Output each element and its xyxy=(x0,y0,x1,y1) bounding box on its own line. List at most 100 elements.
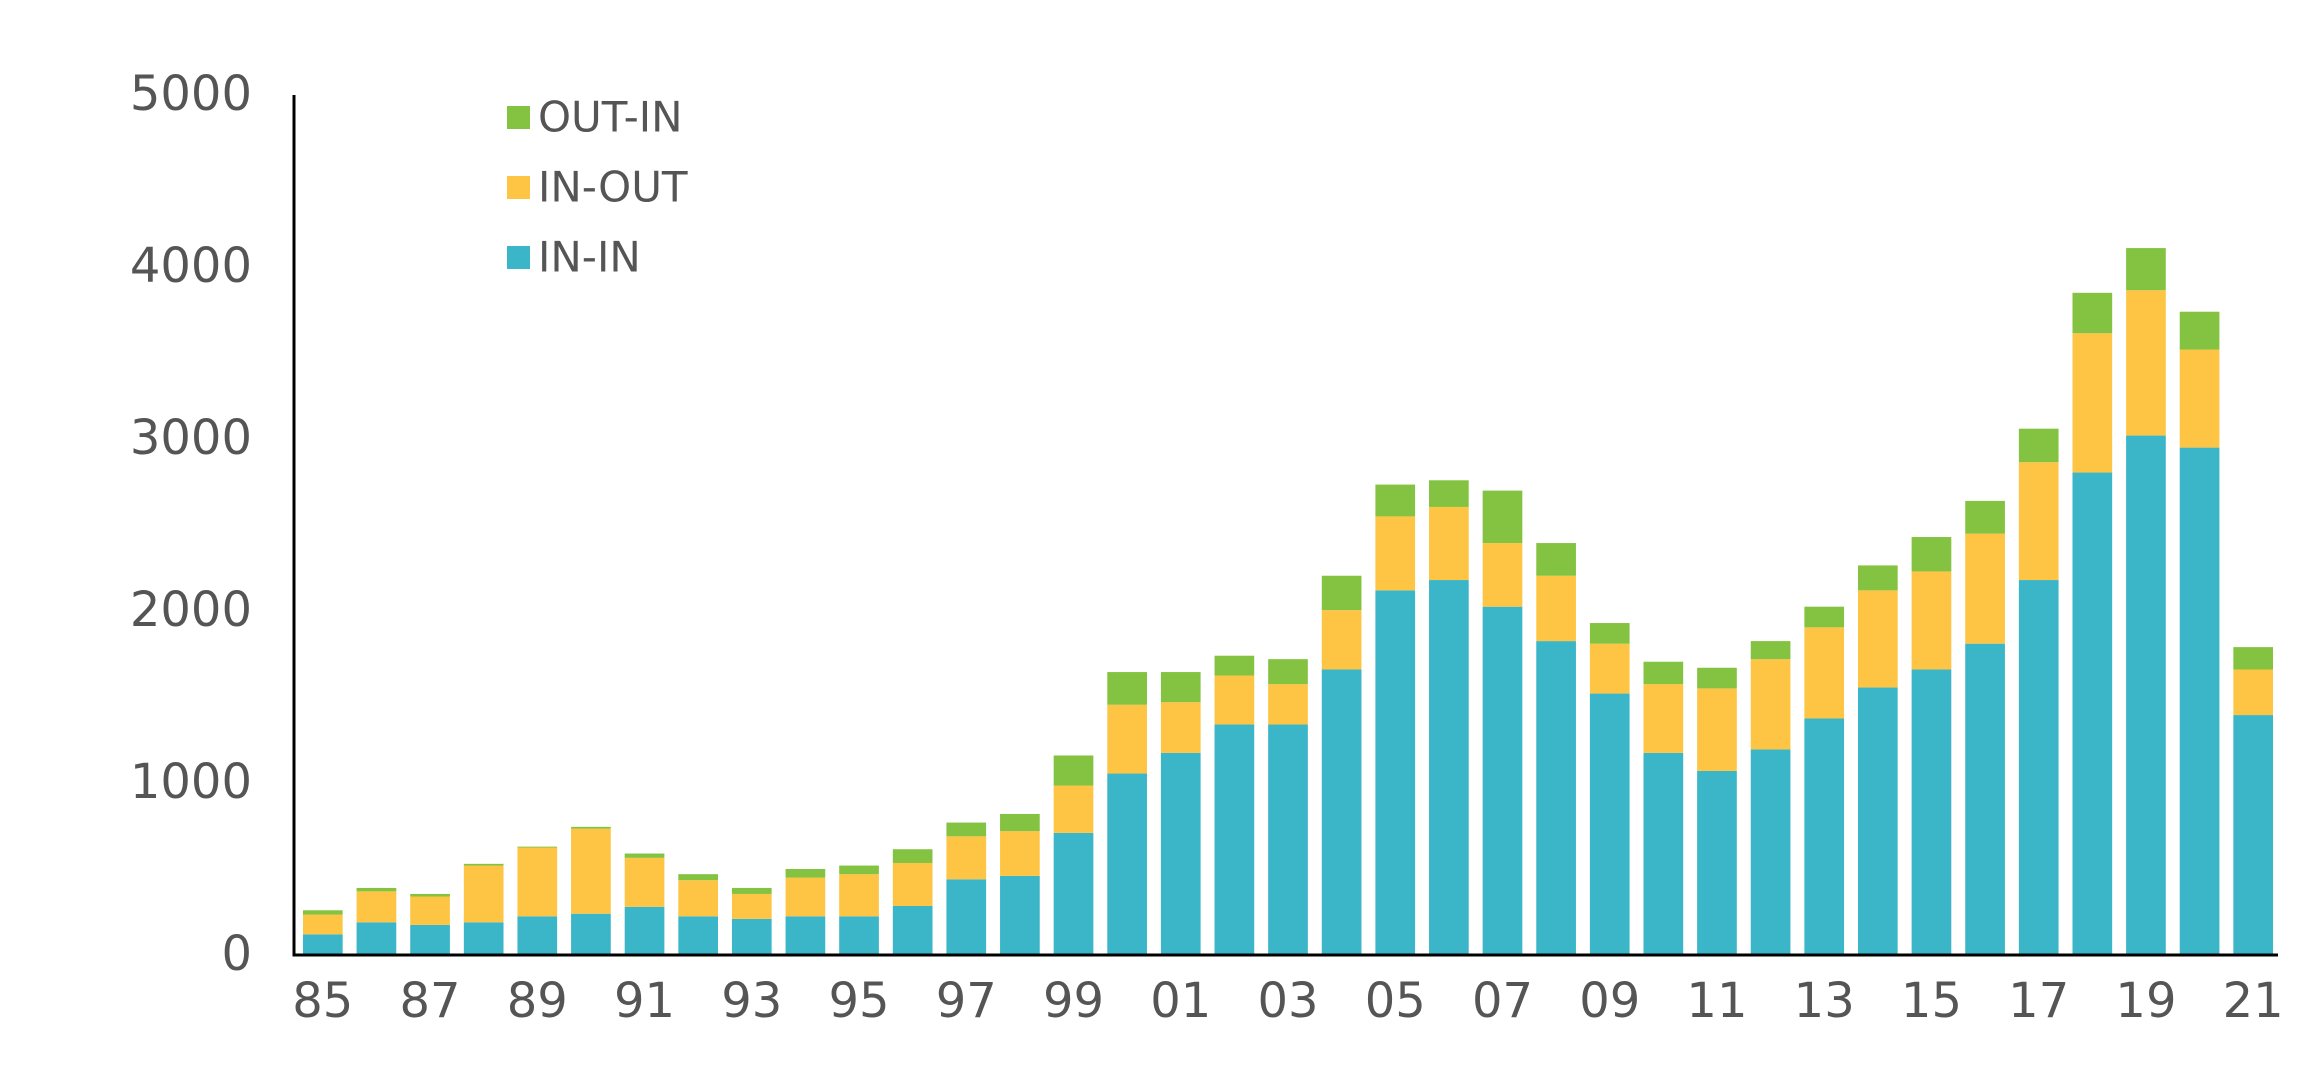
bar-in-out-06 xyxy=(1429,506,1469,581)
x-tick-label-13: 13 xyxy=(1794,973,1855,1029)
bar-in-out-97 xyxy=(946,836,987,880)
x-tick-label-03: 03 xyxy=(1257,973,1318,1029)
bar-in-out-89 xyxy=(517,847,558,917)
bar-in-in-91 xyxy=(624,906,665,955)
bar-in-out-00 xyxy=(1107,704,1147,774)
y-tick-label-1000: 1000 xyxy=(130,754,252,810)
bar-in-in-04 xyxy=(1321,669,1362,955)
bar-in-in-97 xyxy=(946,879,987,955)
bar-out-in-96 xyxy=(892,849,933,863)
bar-in-out-88 xyxy=(463,865,504,923)
bar-in-out-17 xyxy=(2018,462,2059,581)
x-tick-label-97: 97 xyxy=(936,973,997,1029)
bar-in-in-00 xyxy=(1107,773,1147,955)
bar-in-out-94 xyxy=(785,877,826,917)
bar-in-out-86 xyxy=(356,891,397,923)
bar-out-in-01 xyxy=(1160,672,1201,703)
bar-in-in-21 xyxy=(2233,715,2274,955)
bar-out-in-88 xyxy=(463,863,504,866)
bar-out-in-18 xyxy=(2072,292,2113,334)
x-tick-label-15: 15 xyxy=(1901,973,1962,1029)
x-tick-label-85: 85 xyxy=(292,973,353,1029)
bar-in-out-12 xyxy=(1750,659,1791,750)
bar-in-in-06 xyxy=(1429,580,1469,955)
bar-in-in-07 xyxy=(1482,606,1523,955)
bar-out-in-09 xyxy=(1589,623,1630,644)
x-tick-label-21: 21 xyxy=(2223,973,2284,1029)
bar-out-in-06 xyxy=(1429,480,1469,507)
bar-in-in-08 xyxy=(1536,641,1576,955)
y-tick-label-4000: 4000 xyxy=(130,238,252,294)
bar-in-in-95 xyxy=(839,916,879,955)
bar-in-in-13 xyxy=(1804,718,1845,955)
bar-out-in-05 xyxy=(1375,484,1416,517)
bar-in-out-16 xyxy=(1965,533,2005,644)
bar-out-in-85 xyxy=(302,910,343,915)
x-tick-label-95: 95 xyxy=(828,973,889,1029)
bar-in-out-04 xyxy=(1321,610,1362,670)
bar-in-out-93 xyxy=(731,893,772,919)
bar-in-out-08 xyxy=(1536,575,1576,642)
bar-in-out-21 xyxy=(2233,669,2274,716)
bar-out-in-13 xyxy=(1804,606,1845,628)
bar-out-in-07 xyxy=(1482,490,1523,544)
bar-out-in-08 xyxy=(1536,543,1576,576)
bar-in-in-18 xyxy=(2072,472,2113,955)
bar-in-out-11 xyxy=(1697,688,1737,771)
bar-in-out-95 xyxy=(839,874,879,917)
x-tick-label-01: 01 xyxy=(1150,973,1211,1029)
y-tick-label-5000: 5000 xyxy=(130,66,252,122)
y-tick-label-3000: 3000 xyxy=(130,410,252,466)
legend: OUT-IN IN-OUT IN-IN xyxy=(507,93,688,282)
bar-out-in-99 xyxy=(1053,755,1094,786)
bar-out-in-95 xyxy=(839,865,879,875)
bar-in-out-91 xyxy=(624,857,665,907)
y-tick-label-2000: 2000 xyxy=(130,582,252,638)
bar-out-in-93 xyxy=(731,887,772,894)
x-tick-label-11: 11 xyxy=(1686,973,1747,1029)
bar-in-in-16 xyxy=(1965,643,2005,955)
bar-in-in-92 xyxy=(678,916,719,955)
bar-in-out-90 xyxy=(571,828,611,914)
bar-in-out-14 xyxy=(1857,590,1898,688)
bar-out-in-89 xyxy=(517,846,558,848)
bar-in-in-88 xyxy=(463,922,504,955)
x-tick-label-05: 05 xyxy=(1365,973,1426,1029)
bar-in-in-85 xyxy=(302,934,343,955)
x-tick-label-99: 99 xyxy=(1043,973,1104,1029)
x-tick-label-07: 07 xyxy=(1472,973,1533,1029)
x-tick-label-89: 89 xyxy=(507,973,568,1029)
legend-swatch-in-out xyxy=(507,176,530,199)
bar-out-in-03 xyxy=(1268,659,1308,685)
x-tick-label-09: 09 xyxy=(1579,973,1640,1029)
bar-in-in-01 xyxy=(1160,752,1201,955)
bar-in-in-90 xyxy=(571,913,611,955)
legend-label-out-in: OUT-IN xyxy=(538,93,683,142)
bar-in-out-10 xyxy=(1643,684,1684,753)
bar-in-in-10 xyxy=(1643,752,1684,955)
bar-in-in-03 xyxy=(1268,724,1308,955)
bar-in-out-87 xyxy=(410,896,450,925)
bar-in-in-98 xyxy=(1000,875,1040,955)
bar-in-in-05 xyxy=(1375,590,1416,955)
bar-in-out-20 xyxy=(2179,349,2220,448)
bar-out-in-04 xyxy=(1321,575,1362,611)
bar-out-in-91 xyxy=(624,853,665,858)
bar-in-out-02 xyxy=(1214,675,1255,725)
bar-in-in-99 xyxy=(1053,832,1094,955)
bar-out-in-94 xyxy=(785,869,826,878)
legend-label-in-in: IN-IN xyxy=(538,233,641,282)
bar-in-out-01 xyxy=(1160,702,1201,753)
x-tick-label-93: 93 xyxy=(721,973,782,1029)
bar-in-in-11 xyxy=(1697,770,1737,955)
bar-out-in-15 xyxy=(1911,537,1952,572)
bar-in-out-15 xyxy=(1911,571,1952,670)
bar-in-in-14 xyxy=(1857,687,1898,955)
x-tick-label-19: 19 xyxy=(2115,973,2176,1029)
bar-in-out-99 xyxy=(1053,785,1094,833)
legend-label-in-out: IN-OUT xyxy=(538,163,688,212)
legend-swatch-in-in xyxy=(507,246,530,269)
bar-out-in-90 xyxy=(571,826,611,829)
bar-in-in-09 xyxy=(1589,693,1630,955)
